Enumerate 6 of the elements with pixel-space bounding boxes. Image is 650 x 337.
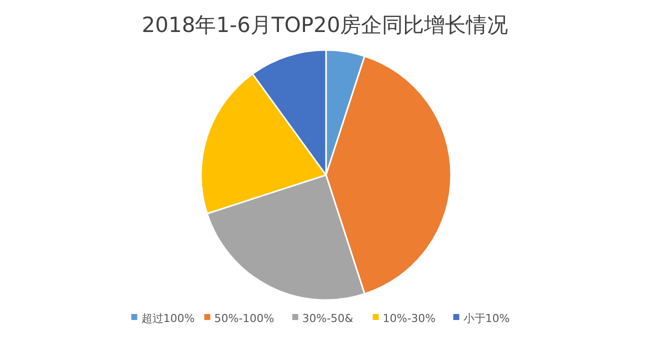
legend-label: 10%-30% [382,312,436,325]
legend-label: 小于10% [463,312,510,325]
legend-label: 超过100% [141,312,195,325]
legend-label: 50%-100% [214,312,274,325]
legend-label: 30%-50& [302,312,354,325]
chart-title: 2018年1-6月TOP20房企同比增长情况 [142,13,508,37]
